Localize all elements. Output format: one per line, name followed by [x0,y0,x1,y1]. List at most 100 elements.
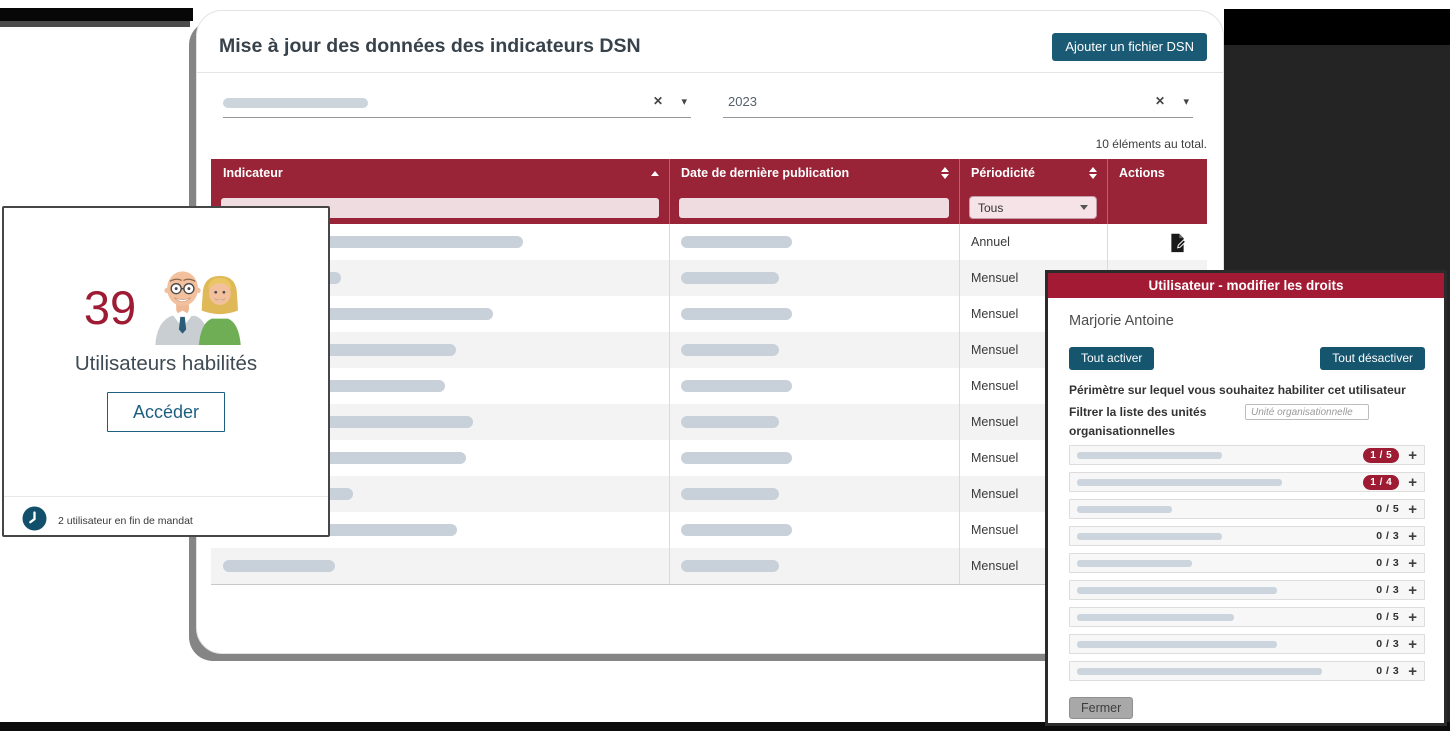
column-label: Indicateur [223,166,283,180]
background-black-band [1224,9,1450,45]
column-header-date-publication[interactable]: Date de dernière publication [669,159,959,191]
edit-document-icon[interactable] [1167,232,1188,253]
organizational-unit-row[interactable]: 0 / 3 + [1069,526,1425,546]
perimeter-label: Périmètre sur lequel vous souhaitez habi… [1069,383,1406,397]
expand-plus-icon[interactable]: + [1408,501,1417,518]
redacted-unit-name-bar [1077,641,1277,648]
expand-plus-icon[interactable]: + [1408,555,1417,572]
redacted-unit-name-bar [1077,479,1282,486]
users-count: 39 [84,284,136,331]
column-label: Actions [1119,166,1165,180]
rights-count-badge: 0 / 5 [1376,611,1399,623]
organizational-unit-row[interactable]: 0 / 3 + [1069,661,1425,681]
redacted-date-bar [681,272,779,284]
periodicity-value: Mensuel [971,487,1018,501]
table-row: Annuel [211,224,1207,260]
year-filter-value: 2023 [728,94,757,109]
organizational-unit-row[interactable]: 1 / 4+ [1069,472,1425,492]
mandate-ending-note: 2 utilisateur en fin de mandat [58,515,193,527]
redacted-date-bar [681,308,792,320]
access-button[interactable]: Accéder [107,392,225,432]
organizational-units-list: 1 / 5+1 / 4+0 / 5+0 / 3+0 / 3+0 / 3+0 / … [1069,445,1425,681]
redacted-unit-name-bar [1077,587,1277,594]
column-separator [959,159,960,224]
periodicity-value: Mensuel [971,523,1018,537]
periodicity-filter-select[interactable]: Tous [969,196,1097,219]
users-illustration [148,265,248,350]
periodicity-value: Mensuel [971,559,1018,573]
column-header-periodicite[interactable]: Périodicité [959,159,1107,191]
date-column-filter-input[interactable] [679,198,949,218]
card-divider [4,496,328,497]
column-separator [1107,159,1108,224]
column-separator [959,224,960,584]
organizational-unit-row[interactable]: 0 / 3+ [1069,580,1425,600]
periodicity-value: Mensuel [971,343,1018,357]
periodicity-value: Mensuel [971,451,1018,465]
users-card-label: Utilisateurs habilités [4,352,328,376]
deactivate-all-button[interactable]: Tout désactiver [1320,347,1425,370]
edit-rights-modal: Utilisateur - modifier les droits Marjor… [1045,270,1447,726]
modal-title: Utilisateur - modifier les droits [1048,273,1444,298]
expand-plus-icon[interactable]: + [1408,474,1417,491]
chevron-down-icon[interactable]: ▾ [681,95,687,108]
year-filter-combobox[interactable]: 2023 ✕ ▾ [723,89,1193,118]
organizational-unit-row[interactable]: 0 / 5 + [1069,499,1425,519]
rights-count-badge: 1 / 5 [1363,448,1399,463]
redacted-date-bar [681,236,792,248]
redacted-date-bar [681,488,779,500]
rights-count-badge: 0 / 3 [1376,530,1399,542]
expand-plus-icon[interactable]: + [1408,636,1417,653]
organizational-unit-row[interactable]: 0 / 3 + [1069,553,1425,573]
column-separator [669,159,670,224]
close-modal-button[interactable]: Fermer [1069,697,1133,719]
expand-plus-icon[interactable]: + [1408,447,1417,464]
periodicity-value: Mensuel [971,271,1018,285]
activate-all-button[interactable]: Tout activer [1069,347,1154,370]
sort-both-icon[interactable] [941,167,949,179]
redacted-unit-name-bar [1077,614,1234,621]
column-label: Date de dernière publication [681,166,849,180]
redacted-date-bar [681,416,779,428]
clear-icon[interactable]: ✕ [1155,94,1165,108]
sort-asc-icon[interactable] [651,171,659,176]
clear-icon[interactable]: ✕ [653,94,663,108]
periodicity-filter-value: Tous [978,201,1003,215]
rights-count-badge: 0 / 5 [1376,503,1399,515]
clock-icon [22,506,47,536]
redacted-unit-name-bar [1077,452,1222,459]
indicator-filter-combobox[interactable]: ✕ ▾ [223,89,691,118]
redacted-unit-name-bar [1077,668,1322,675]
expand-plus-icon[interactable]: + [1408,609,1417,626]
redacted-selected-value-bar [223,98,368,108]
rights-count-badge: 0 / 3 [1376,557,1399,569]
expand-plus-icon[interactable]: + [1408,582,1417,599]
redacted-date-bar [681,344,779,356]
redacted-date-bar [681,524,792,536]
authorized-users-card: 39 [2,206,330,537]
column-header-indicateur[interactable]: Indicateur [211,159,669,191]
periodicity-value: Mensuel [971,307,1018,321]
sort-both-icon[interactable] [1089,167,1097,179]
header-divider [197,72,1223,73]
organizational-unit-row[interactable]: 1 / 5 + [1069,445,1425,465]
add-dsn-file-button[interactable]: Ajouter un fichier DSN [1052,33,1207,61]
redacted-date-bar [681,560,779,572]
organizational-unit-row[interactable]: 0 / 5 + [1069,607,1425,627]
column-header-actions: Actions [1107,159,1207,191]
page-title: Mise à jour des données des indicateurs … [219,35,641,58]
chevron-down-icon[interactable]: ▾ [1183,95,1189,108]
column-label: Périodicité [971,166,1035,180]
organizational-unit-row[interactable]: 0 / 3 + [1069,634,1425,654]
expand-plus-icon[interactable]: + [1408,528,1417,545]
rights-count-badge: 0 / 3 [1376,665,1399,677]
total-count-label: 10 éléments au total. [1096,137,1207,151]
redacted-unit-name-bar [1077,506,1172,513]
redacted-date-bar [681,452,792,464]
expand-plus-icon[interactable]: + [1408,663,1417,680]
organizational-unit-filter-input[interactable] [1245,404,1369,420]
redacted-date-bar [681,380,792,392]
rights-count-badge: 0 / 3 [1376,638,1399,650]
table-header: Indicateur Date de dernière publication … [211,159,1207,224]
column-separator [669,224,670,584]
